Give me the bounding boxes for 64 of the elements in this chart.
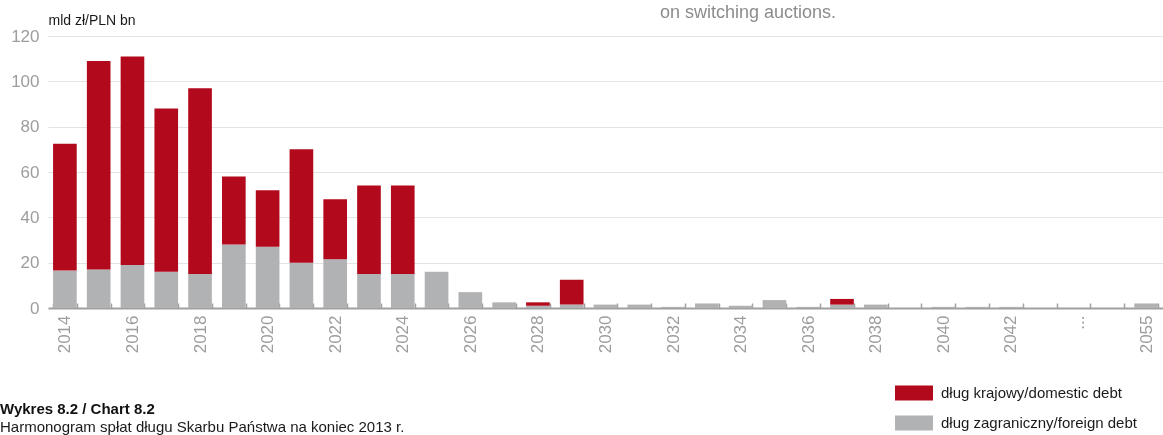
bar — [424, 271, 449, 308]
bar — [458, 292, 483, 308]
bar — [188, 274, 212, 308]
y-tick-label: 40 — [20, 207, 40, 227]
x-tick-label: 2028 — [528, 315, 548, 354]
x-tick-label: 2032 — [663, 315, 683, 354]
bar — [222, 244, 246, 308]
bar — [120, 264, 145, 308]
bar — [695, 303, 719, 308]
x-tick-label: 2036 — [798, 315, 818, 354]
x-tick-label: 2055 — [1136, 315, 1156, 354]
bar — [323, 259, 348, 308]
x-tick-label: 2040 — [933, 315, 953, 354]
x-tick-label: 2024 — [393, 315, 413, 354]
bar — [559, 279, 584, 305]
bar — [357, 274, 381, 308]
x-tick-label: 2030 — [596, 315, 615, 354]
bar — [559, 304, 584, 308]
bar — [492, 302, 516, 308]
bar — [390, 274, 415, 308]
x-tick-label: 2014 — [55, 315, 75, 354]
bar — [1134, 303, 1158, 308]
y-tick-label: 80 — [20, 117, 40, 137]
bar — [255, 190, 280, 247]
y-tick-label: 100 — [11, 71, 40, 91]
bar — [357, 185, 381, 274]
bar — [762, 300, 787, 308]
x-tick-label: 2038 — [866, 315, 886, 354]
bar — [154, 108, 179, 272]
y-tick-label: 120 — [11, 26, 40, 46]
x-tick-label: 2020 — [258, 315, 278, 354]
bar — [188, 88, 212, 274]
text: Wykres 8.2 / Chart 8.2 — [0, 400, 155, 417]
x-tick-label: 2034 — [731, 315, 751, 354]
bar — [863, 304, 888, 308]
bar — [289, 149, 314, 263]
bar — [53, 143, 77, 271]
x-tick-label: 2018 — [190, 315, 210, 354]
x-tick-label: 2026 — [460, 315, 480, 354]
x-tick-label: 2022 — [325, 315, 345, 354]
y-tick-label: 20 — [20, 253, 40, 273]
bar — [255, 246, 280, 308]
bar — [390, 185, 415, 274]
bar — [86, 269, 111, 308]
legend-label: dług krajowy/domestic debt — [941, 384, 1123, 401]
y-tick-label: 0 — [30, 298, 40, 318]
bar — [154, 271, 179, 308]
legend-label: dług zagraniczny/foreign debt — [941, 414, 1138, 431]
x-tick-label: 2042 — [1001, 315, 1021, 354]
x-tick-label: ... — [1069, 315, 1089, 330]
text: on switching auctions. — [659, 2, 837, 22]
bar — [627, 304, 652, 308]
bar — [222, 176, 246, 245]
bar — [323, 199, 348, 260]
bar — [830, 298, 854, 305]
bar — [830, 304, 854, 308]
y-axis-title: mld zł/PLN bn — [48, 11, 136, 28]
y-tick-label: 60 — [20, 162, 40, 182]
bar — [289, 262, 314, 308]
bar — [86, 60, 111, 270]
bar — [53, 270, 77, 308]
x-tick-label: 2016 — [122, 315, 142, 354]
text: Harmonogram spłat długu Skarbu Państwa na koniec 2013 r. — [0, 418, 405, 435]
bar — [120, 56, 145, 265]
